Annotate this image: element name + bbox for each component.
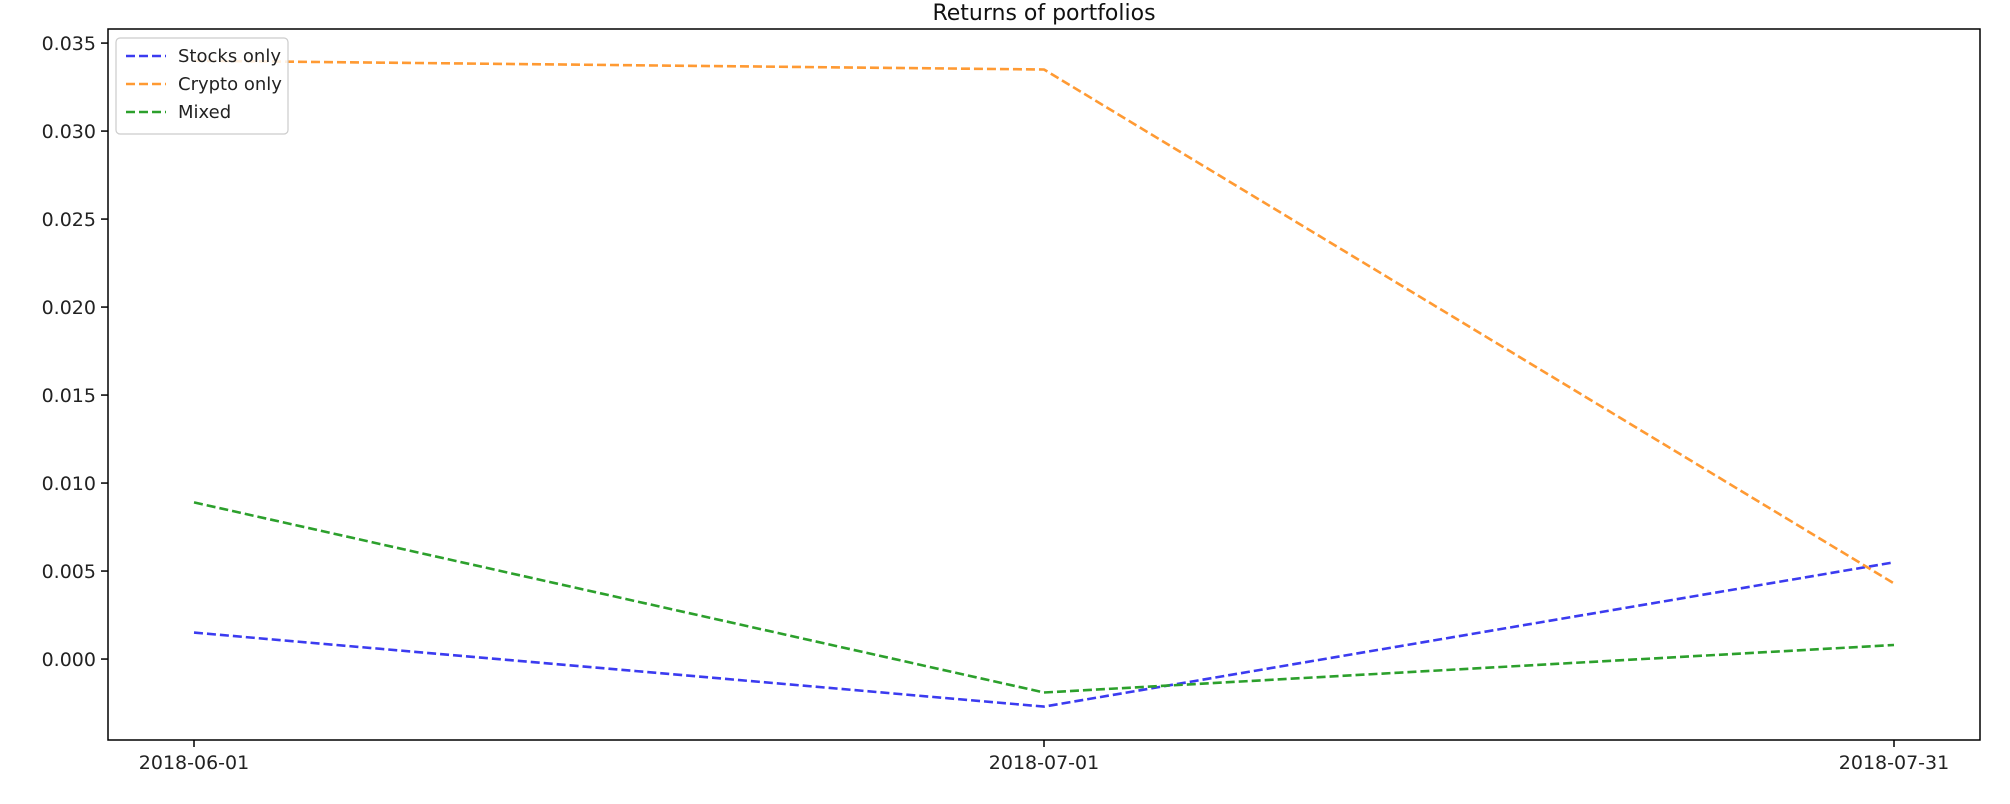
y-tick-label: 0.035 — [42, 33, 96, 55]
series-line-mixed — [193, 501, 1895, 694]
y-tick-label: 0.005 — [42, 561, 96, 583]
series-layer — [193, 59, 1895, 708]
plot-area — [107, 28, 1981, 741]
y-tick-label: 0.030 — [42, 121, 96, 143]
x-tick-label: 2018-06-01 — [139, 752, 249, 774]
chart-title: Returns of portfolios — [932, 1, 1155, 26]
legend-entry: Stocks only — [178, 46, 281, 67]
x-tick-label: 2018-07-01 — [989, 752, 1099, 774]
y-tick-label: 0.015 — [42, 385, 96, 407]
x-axis: 2018-06-01 2018-07-01 2018-07-31 — [139, 740, 1949, 774]
y-axis: 0.000 0.005 0.010 0.015 0.020 0.025 0.030 0.035 — [42, 33, 108, 671]
legend-box — [115, 37, 289, 135]
y-tick-label: 0.020 — [42, 297, 96, 319]
legend-entry: Mixed — [178, 102, 231, 123]
series-line-stocks-only — [193, 561, 1895, 708]
y-tick-label: 0.025 — [42, 209, 96, 231]
y-tick-label: 0.000 — [42, 649, 96, 671]
legend: Stocks only Crypto only Mixed — [115, 37, 289, 135]
x-tick-label: 2018-07-31 — [1839, 752, 1949, 774]
y-tick-label: 0.010 — [42, 473, 96, 495]
series-line-crypto-only — [193, 59, 1895, 585]
legend-entry: Crypto only — [178, 74, 282, 95]
